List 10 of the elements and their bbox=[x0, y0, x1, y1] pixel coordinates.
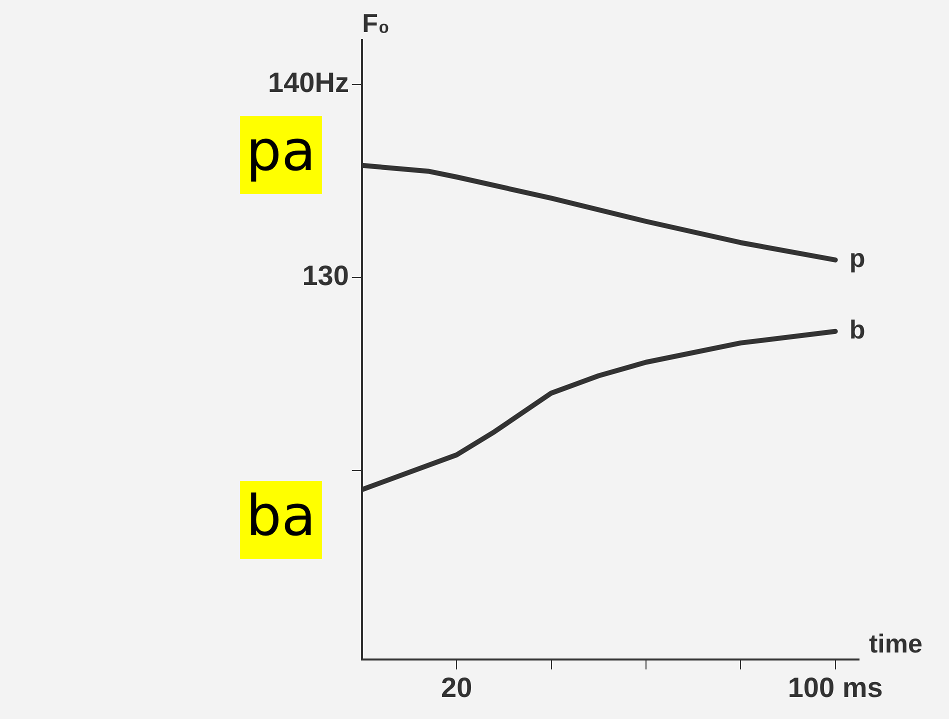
x-tick-label: 20 bbox=[441, 672, 472, 703]
x-axis-title: time bbox=[869, 628, 922, 659]
text: ba bbox=[240, 480, 322, 559]
series-label: p bbox=[849, 243, 866, 274]
x-tick-label: 100 ms bbox=[788, 672, 883, 703]
y-axis-title: F₀ bbox=[362, 8, 390, 38]
y-tick-label: 140Hz bbox=[268, 67, 349, 98]
y-tick-label: 130 bbox=[302, 260, 349, 292]
series-label: b bbox=[849, 314, 866, 345]
text: pa bbox=[240, 116, 322, 194]
